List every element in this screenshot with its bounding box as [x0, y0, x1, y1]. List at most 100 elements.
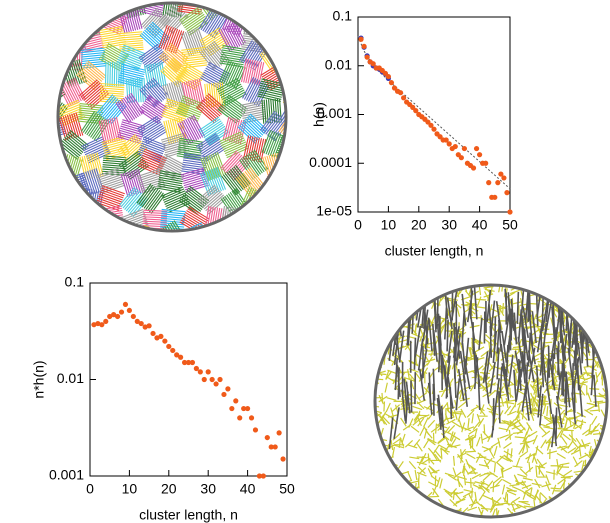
- rod: [185, 212, 206, 224]
- rod: [100, 223, 113, 243]
- rod: [280, 0, 303, 3]
- rod: [48, 187, 49, 211]
- rod: [89, 230, 102, 250]
- rod: [266, 0, 275, 13]
- rod: [520, 451, 528, 457]
- rod: [372, 472, 379, 479]
- y-tick-label: 0.001: [49, 467, 84, 483]
- rod: [270, 200, 285, 218]
- rod: [43, 68, 67, 72]
- rod: [83, 12, 84, 36]
- data-point: [365, 55, 370, 60]
- rod: [60, 0, 75, 16]
- data-point: [492, 195, 497, 200]
- rod: [597, 507, 598, 517]
- rod: [384, 402, 385, 412]
- rod: [586, 496, 594, 502]
- rod: [586, 406, 595, 411]
- rod: [419, 506, 429, 509]
- rod: [119, 41, 143, 43]
- rod: [242, 226, 263, 238]
- rod: [398, 488, 404, 496]
- data-point: [170, 348, 175, 353]
- rod: [71, 28, 74, 52]
- rod: [263, 184, 284, 195]
- rod: [39, 224, 62, 230]
- rod: [405, 482, 406, 492]
- rod: [494, 477, 502, 483]
- rod: [104, 51, 125, 63]
- data-point: [371, 61, 376, 66]
- rod: [561, 498, 566, 507]
- rod: [599, 298, 608, 303]
- rod: [283, 96, 307, 98]
- rod: [43, 239, 66, 245]
- data-point: [237, 415, 242, 420]
- rod: [384, 450, 385, 460]
- rod-image: [369, 279, 610, 523]
- rod: [53, 11, 55, 35]
- x-axis-label: cluster length, n: [385, 243, 484, 259]
- rod: [77, 4, 95, 20]
- rod: [159, 230, 172, 250]
- rod: [82, 61, 106, 63]
- rod: [59, 29, 62, 53]
- rod: [59, 11, 61, 35]
- rod: [59, 187, 60, 211]
- data-point: [273, 444, 278, 449]
- rod: [36, 169, 58, 178]
- rod: [581, 514, 589, 520]
- data-point: [115, 314, 120, 319]
- rod: [41, 232, 64, 238]
- rod: [404, 310, 409, 319]
- rod: [598, 481, 606, 487]
- rod: [103, 0, 125, 2]
- rod: [598, 285, 601, 294]
- rod: [601, 357, 610, 358]
- rod: [379, 299, 388, 304]
- rod: [77, 8, 79, 32]
- rod: [376, 302, 386, 305]
- rod: [42, 73, 66, 77]
- rod: [143, 210, 167, 211]
- rod: [67, 29, 70, 53]
- rod: [501, 397, 503, 407]
- rod: [396, 311, 406, 314]
- rod: [45, 158, 59, 177]
- rod: [258, 190, 273, 208]
- rod: [41, 79, 65, 83]
- rod: [39, 139, 51, 160]
- rod: [41, 3, 64, 9]
- rod: [596, 305, 606, 306]
- rod: [206, 225, 213, 248]
- rod: [43, 241, 66, 247]
- rod: [572, 293, 576, 302]
- rod: [597, 466, 607, 467]
- rod: [407, 290, 409, 322]
- rod: [184, 231, 206, 241]
- rod: [562, 495, 571, 499]
- rod: [41, 138, 53, 159]
- rod: [284, 87, 308, 89]
- rod: [372, 470, 380, 475]
- rod: [286, 25, 288, 49]
- rod: [555, 499, 557, 509]
- rod: [599, 332, 606, 339]
- rod: [261, 239, 285, 240]
- rod: [42, 183, 64, 192]
- rod: [283, 158, 301, 173]
- rod: [159, 179, 183, 183]
- y-tick-label: 0.1: [333, 8, 353, 24]
- rod: [81, 12, 82, 36]
- rod: [281, 224, 303, 233]
- rod: [507, 490, 517, 491]
- rod: [260, 10, 261, 34]
- rod: [98, 222, 111, 242]
- rod: [444, 513, 454, 516]
- rod: [277, 165, 295, 180]
- rod: [138, 118, 158, 131]
- rod: [582, 509, 587, 518]
- rod: [212, 0, 226, 10]
- rod: [292, 170, 309, 187]
- rod: [179, 0, 203, 1]
